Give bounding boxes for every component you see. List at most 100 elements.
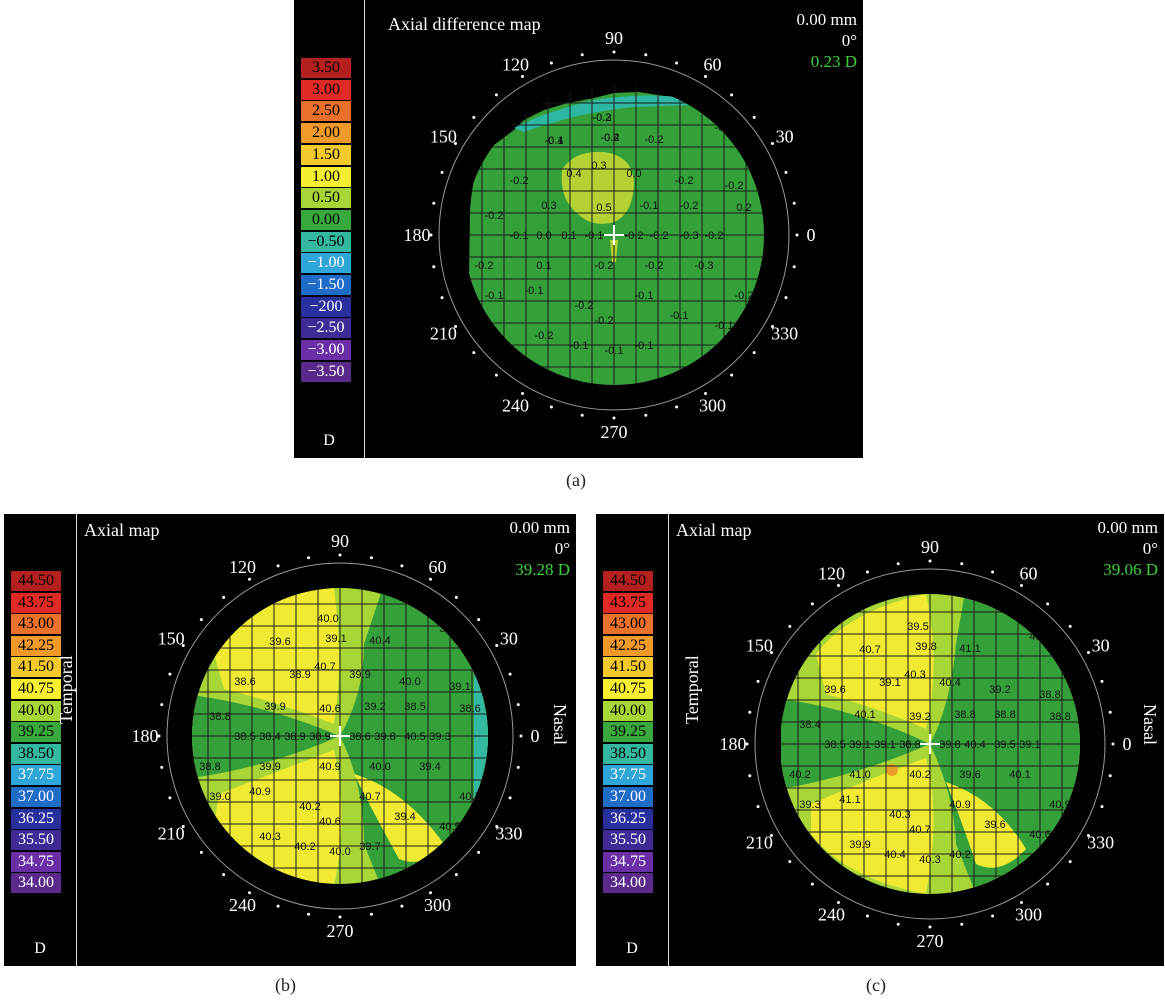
readout-mm: 0.00 mm xyxy=(796,10,857,29)
tick-dot xyxy=(549,61,553,65)
map-value: 38.6 xyxy=(234,676,255,688)
tick-dot xyxy=(810,602,814,606)
tick-dot xyxy=(1068,624,1072,628)
map-value: -0.2 xyxy=(725,180,744,192)
legend-swatch: 0.00 xyxy=(301,209,351,230)
tick-dot xyxy=(472,115,476,119)
angle-label: 300 xyxy=(424,895,451,915)
map-value: 0.3 xyxy=(541,200,556,212)
legend-swatch: −1.50 xyxy=(301,275,351,295)
angle-label: 330 xyxy=(1087,833,1114,853)
tick-dot xyxy=(960,562,964,566)
map-value: 39.6 xyxy=(959,769,980,781)
tick-dot xyxy=(1068,860,1072,864)
map-value: 39.9 xyxy=(849,839,870,851)
tick-dot xyxy=(369,556,373,560)
tick-dot xyxy=(991,570,995,574)
tick-dot xyxy=(784,170,788,174)
angle-label: 120 xyxy=(818,563,845,583)
angle-label: 0 xyxy=(1123,734,1132,754)
map-value: 39.8 xyxy=(915,641,936,653)
legend-swatch: −3.50 xyxy=(301,361,351,382)
angle-label: 330 xyxy=(495,824,522,844)
legend-swatch: −3.00 xyxy=(301,340,351,361)
angle-label: 30 xyxy=(776,127,794,147)
legend-swatch: −200 xyxy=(301,296,351,317)
tick-dot xyxy=(181,644,185,647)
map-value: 40.6 xyxy=(319,816,340,828)
tick-dot xyxy=(516,703,520,707)
map-value: 0.2 xyxy=(736,202,751,214)
tick-dot xyxy=(276,904,280,908)
map-value: -0.1 xyxy=(605,345,624,357)
map-value: 38.4 xyxy=(259,731,280,743)
map-value: -0.1 xyxy=(545,135,564,147)
tick-dot xyxy=(704,391,707,395)
tick-dot xyxy=(928,925,932,929)
tick-dot xyxy=(168,672,172,676)
tick-dot xyxy=(338,553,342,557)
map-value: 40.9 xyxy=(249,786,270,798)
tick-dot xyxy=(770,651,774,654)
tick-dot xyxy=(549,405,553,409)
map-value: -0.2 xyxy=(645,260,664,272)
tick-dot xyxy=(644,53,648,57)
legend-swatch: 37.75 xyxy=(603,765,653,786)
tick-dot xyxy=(810,882,814,886)
tick-dot xyxy=(795,233,799,237)
map-value: 40.3 xyxy=(919,854,940,866)
tick-dot xyxy=(369,912,373,916)
map-value: 38.8 xyxy=(199,761,220,773)
angle-label: 0 xyxy=(531,726,540,746)
tick-dot xyxy=(338,915,342,919)
tick-dot xyxy=(1046,882,1050,886)
legend-swatch: 34.75 xyxy=(11,851,61,872)
tick-dot xyxy=(477,850,481,854)
legend-swatch: 40.75 xyxy=(603,679,653,699)
angle-label: 210 xyxy=(158,824,185,844)
angle-label: 0 xyxy=(807,225,816,245)
map-value: -0.2 xyxy=(595,260,614,272)
color-scale-legend: 44.50 43.75 43.00 42.25 41.50 40.75 40.00 39.25… xyxy=(596,514,669,966)
map-value: 40.4 xyxy=(964,739,985,751)
angle-label: 150 xyxy=(746,636,773,656)
tick-dot xyxy=(928,559,932,563)
angle-label: 330 xyxy=(771,324,798,344)
map-value: -0.3 xyxy=(593,112,612,124)
angle-label: 270 xyxy=(327,921,354,941)
tick-dot xyxy=(770,834,774,837)
angle-label: 180 xyxy=(720,734,747,754)
map-value: 39.2 xyxy=(364,701,385,713)
color-scale-legend: 44.50 43.75 43.00 42.25 41.50 40.75 40.00 39.25… xyxy=(4,514,77,966)
angle-label: 30 xyxy=(500,629,518,649)
map-value: -0.2 xyxy=(593,112,612,124)
tick-dot xyxy=(1111,742,1115,746)
tick-dot xyxy=(788,860,792,864)
map-value: 40.9 xyxy=(1049,799,1070,811)
readout-mm: 0.00 mm xyxy=(509,518,570,537)
map-value: -0.1 xyxy=(640,200,659,212)
angle-label: 30 xyxy=(1092,636,1110,656)
readout-value: 0.23 D xyxy=(810,52,857,71)
angle-label: 60 xyxy=(1020,563,1038,583)
map-value: -0.1 xyxy=(585,230,604,242)
readout-deg: 0° xyxy=(841,31,857,50)
map-value: -0.2 xyxy=(510,175,529,187)
map-value: 40.4 xyxy=(939,677,960,689)
map-value: 40.7 xyxy=(359,791,380,803)
map-yellow-top xyxy=(816,594,934,729)
tick-dot xyxy=(508,796,512,800)
map-value: 40.2 xyxy=(949,849,970,861)
tick-dot xyxy=(454,873,458,877)
map-value: -0.3 xyxy=(695,260,714,272)
legend-swatch: 41.50 xyxy=(603,657,653,678)
angle-label: 60 xyxy=(429,557,447,577)
tick-dot xyxy=(521,75,524,79)
outer-ring xyxy=(438,59,790,411)
legend-swatch: 0.50 xyxy=(301,188,351,209)
map-value: 39.6 xyxy=(824,684,845,696)
map-value: 38.8 xyxy=(994,709,1015,721)
